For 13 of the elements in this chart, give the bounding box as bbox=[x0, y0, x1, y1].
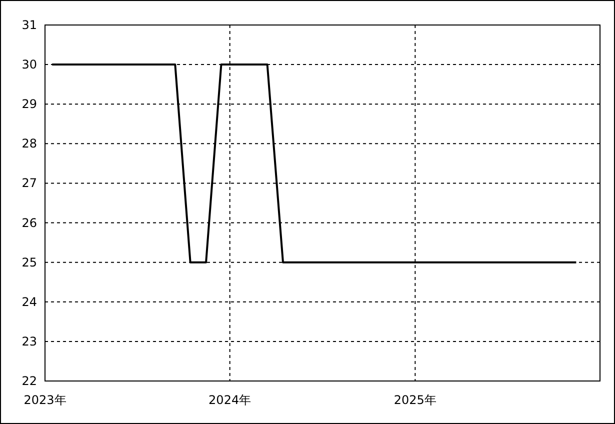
y-tick-label: 29 bbox=[22, 97, 37, 112]
y-tick-label: 22 bbox=[22, 374, 37, 388]
x-tick-label: 2023年 bbox=[24, 393, 66, 407]
x-tick-label: 2025年 bbox=[394, 393, 436, 407]
y-tick-label: 24 bbox=[22, 294, 37, 309]
y-tick-label: 26 bbox=[22, 216, 37, 230]
y-tick-label: 27 bbox=[22, 176, 37, 190]
y-tick-label: 25 bbox=[22, 255, 37, 270]
y-tick-label: 30 bbox=[22, 58, 37, 72]
y-tick-label: 28 bbox=[22, 136, 37, 151]
y-tick-label: 23 bbox=[22, 334, 37, 348]
x-tick-label: 2024年 bbox=[208, 393, 252, 407]
y-tick-label: 31 bbox=[22, 18, 37, 32]
